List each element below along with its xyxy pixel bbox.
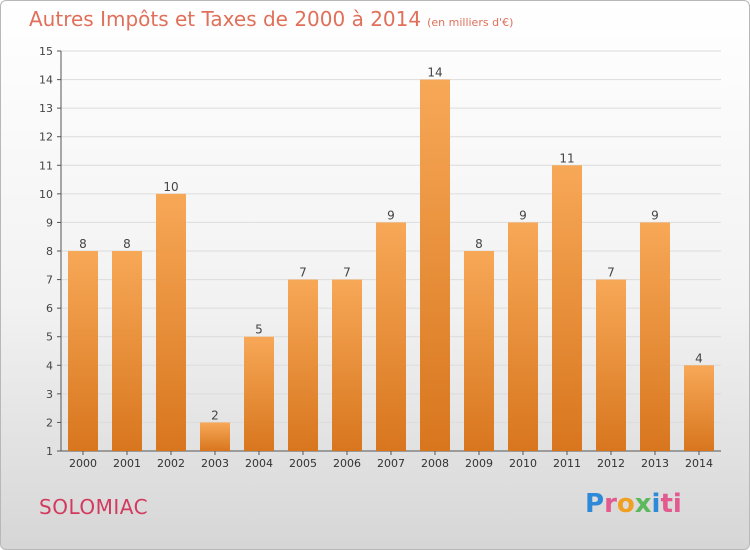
- y-tick-label: 13: [39, 102, 53, 115]
- data-label: 10: [163, 180, 178, 194]
- bar-2010: [508, 222, 538, 451]
- chart-title: Autres Impôts et Taxes de 2000 à 2014 (en…: [29, 7, 513, 31]
- x-tick-label: 2006: [333, 457, 361, 470]
- y-tick-label: 1: [46, 445, 53, 458]
- y-tick-label: 5: [46, 331, 53, 344]
- data-label: 8: [475, 237, 483, 251]
- logo-letter: i: [651, 489, 661, 519]
- x-tick-label: 2004: [245, 457, 273, 470]
- logo-letter: r: [604, 489, 617, 519]
- y-tick-label: 12: [39, 131, 53, 144]
- logo-letter: P: [585, 489, 605, 519]
- x-tick-label: 2010: [509, 457, 537, 470]
- x-tick-label: 2013: [641, 457, 669, 470]
- data-label: 5: [255, 323, 263, 337]
- x-tick-label: 2003: [201, 457, 229, 470]
- data-label: 14: [427, 66, 442, 80]
- bar-2000: [68, 251, 98, 451]
- logo-letter: x: [634, 489, 652, 519]
- data-label: 8: [123, 237, 131, 251]
- bar-2014: [684, 365, 714, 451]
- y-tick-label: 7: [46, 274, 53, 287]
- data-label: 7: [607, 266, 615, 280]
- logo-letter: ti: [660, 489, 682, 519]
- y-tick-label: 6: [46, 302, 53, 315]
- bar-2011: [552, 165, 582, 452]
- y-tick-label: 2: [46, 416, 53, 429]
- bar-2008: [420, 79, 450, 452]
- x-tick-label: 2000: [69, 457, 97, 470]
- bar-2013: [640, 222, 670, 451]
- chart-unit: (en milliers d'€): [427, 16, 514, 29]
- x-tick-label: 2011: [553, 457, 581, 470]
- data-label: 7: [343, 266, 351, 280]
- y-tick-label: 4: [46, 359, 53, 372]
- data-label: 8: [79, 237, 87, 251]
- y-tick-label: 9: [46, 216, 53, 229]
- y-tick-label: 3: [46, 388, 53, 401]
- logo-letter: o: [616, 489, 635, 519]
- data-label: 4: [695, 351, 703, 365]
- x-tick-label: 2009: [465, 457, 493, 470]
- bar-2012: [596, 279, 626, 451]
- data-label: 9: [651, 208, 659, 222]
- x-tick-label: 2001: [113, 457, 141, 470]
- proxiti-logo: Proxiti: [585, 489, 682, 519]
- x-tick-label: 2002: [157, 457, 185, 470]
- commune-name: SOLOMIAC: [39, 495, 149, 519]
- bar-2009: [464, 251, 494, 451]
- y-tick-label: 11: [39, 159, 53, 172]
- y-tick-label: 15: [39, 45, 53, 58]
- data-label: 9: [387, 208, 395, 222]
- data-label: 9: [519, 208, 527, 222]
- x-tick-label: 2012: [597, 457, 625, 470]
- data-label: 11: [559, 151, 574, 165]
- bar-2001: [112, 251, 142, 451]
- bar-2003: [200, 422, 230, 451]
- bar-2006: [332, 279, 362, 451]
- chart-title-text: Autres Impôts et Taxes de 2000 à 2014: [29, 7, 422, 31]
- bar-2007: [376, 222, 406, 451]
- bar-2005: [288, 279, 318, 451]
- x-tick-label: 2005: [289, 457, 317, 470]
- data-label: 7: [299, 266, 307, 280]
- bar-2002: [156, 193, 186, 451]
- x-tick-label: 2007: [377, 457, 405, 470]
- y-tick-label: 8: [46, 245, 53, 258]
- y-tick-label: 10: [39, 188, 53, 201]
- x-tick-label: 2008: [421, 457, 449, 470]
- bar-2004: [244, 336, 274, 451]
- x-tick-label: 2014: [685, 457, 713, 470]
- data-label: 2: [211, 408, 219, 422]
- y-tick-label: 14: [39, 74, 53, 87]
